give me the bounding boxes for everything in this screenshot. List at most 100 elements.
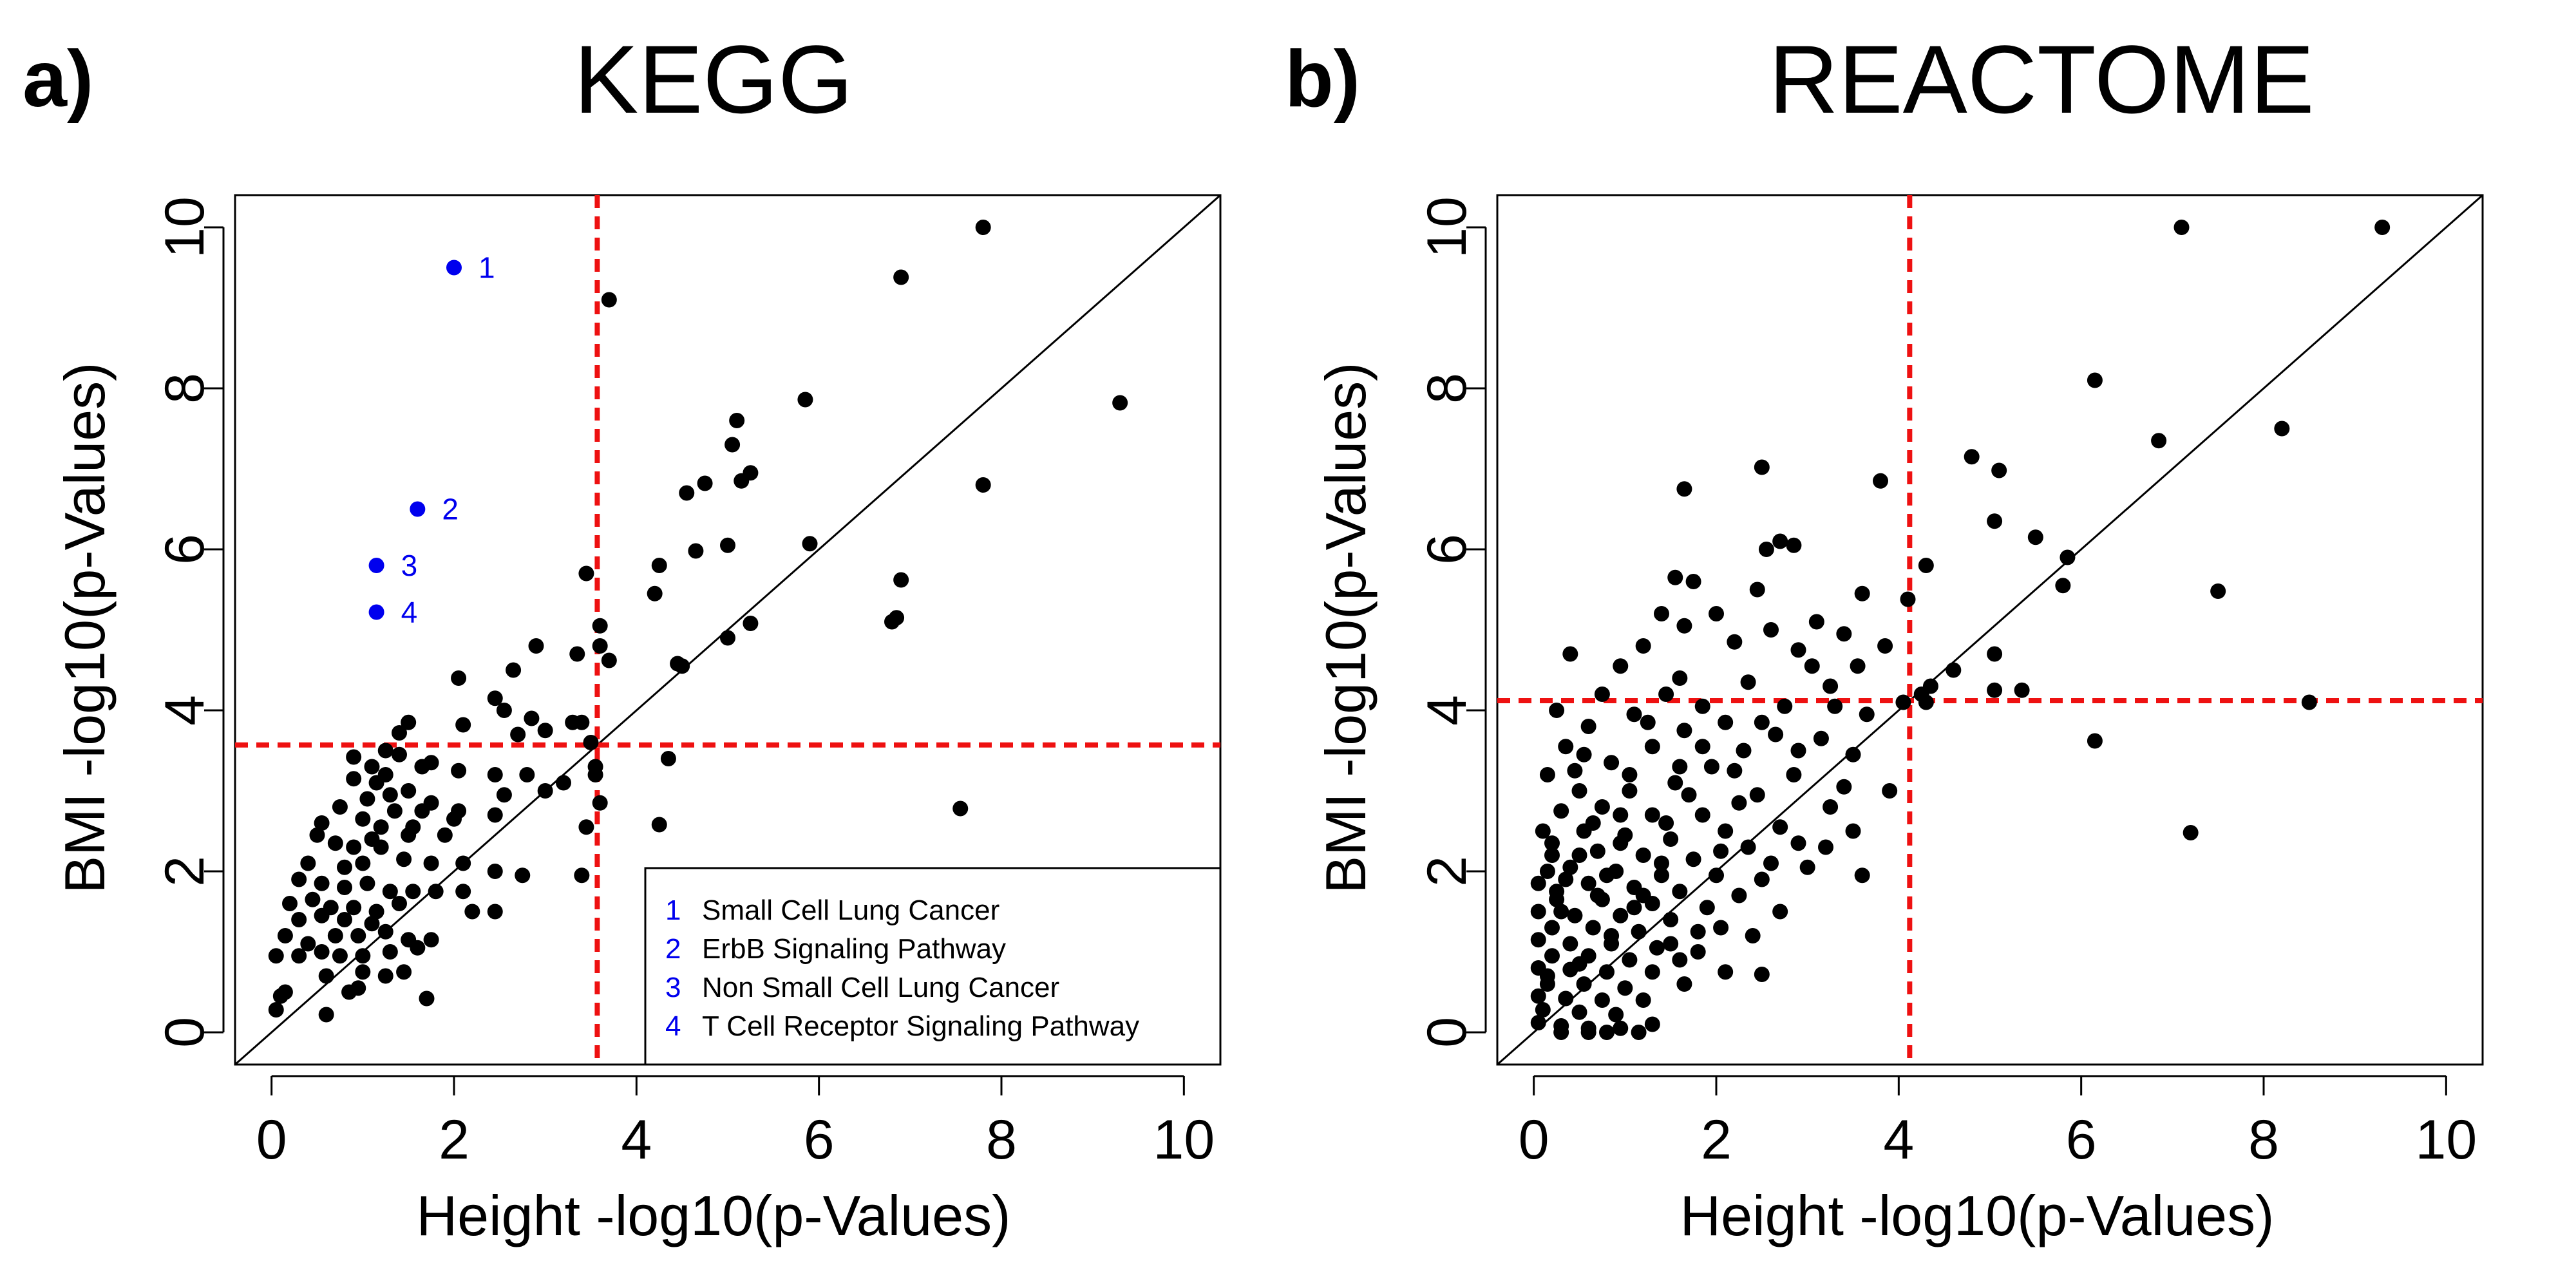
data-point [455,717,471,733]
data-point [451,670,467,686]
panel-letter: a) [23,35,93,124]
data-point [1571,848,1587,863]
data-point [556,775,571,791]
data-point [2055,578,2071,594]
data-point [1622,952,1638,968]
data-point [697,475,713,491]
x-tick-label: 0 [1519,1109,1549,1171]
data-point [1854,585,1870,601]
data-point [587,767,603,782]
data-point [1873,473,1888,489]
data-point [414,803,430,819]
data-point [487,690,503,706]
data-point [1676,618,1692,634]
data-point [1571,783,1587,799]
data-point [578,819,594,835]
data-point [578,565,594,582]
data-point [1654,867,1669,884]
data-point [1530,932,1546,948]
data-point [724,437,741,453]
data-point [268,1002,284,1018]
data-point [1736,743,1752,759]
data-point [1845,746,1861,762]
data-point [1964,449,1980,465]
data-point [314,907,330,923]
data-point [1576,746,1592,762]
data-point [1786,537,1802,553]
data-point [1585,815,1601,831]
data-point [1635,887,1651,904]
data-point [528,638,544,654]
data-point [1709,867,1724,884]
data-point [574,867,590,884]
data-point [1631,923,1647,940]
data-point [1594,992,1610,1008]
data-point [1676,976,1692,992]
data-point [1823,678,1839,694]
data-point [1654,855,1669,871]
data-point [368,904,384,920]
data-point [1580,719,1596,734]
data-point [341,984,357,1000]
data-point [519,767,535,782]
highlighted-point [368,558,384,573]
data-point [1663,936,1679,952]
data-point [359,875,375,891]
data-point [1694,739,1710,755]
data-point [1991,462,2007,478]
data-point [396,964,412,980]
data-point [455,884,471,900]
data-point [382,944,398,960]
data-point [1694,807,1710,823]
data-point [277,928,293,943]
y-tick-label: 4 [154,695,216,726]
data-point [487,864,503,879]
highlighted-point-label: 3 [401,549,418,582]
y-tick-label: 0 [154,1017,216,1048]
data-point [1763,855,1779,871]
data-point [1567,907,1583,923]
data-point [2087,733,2103,749]
data-point [401,714,417,730]
data-point [377,968,393,984]
data-point [1667,569,1683,585]
data-point [318,1007,334,1023]
y-tick-label: 0 [1416,1017,1478,1048]
data-point [720,630,735,646]
diagonal-line [234,194,1221,1066]
data-point [1640,714,1656,730]
x-tick-label: 4 [621,1109,652,1171]
data-point [346,900,362,916]
highlighted-point-label: 1 [478,251,495,285]
x-tick-label: 8 [2248,1109,2279,1171]
x-axis-label: Height -log10(p-Values) [417,1184,1011,1247]
highlighted-point-label: 2 [442,493,459,526]
legend-entry-text: ErbB Signaling Pathway [702,933,1006,965]
data-point [1681,787,1697,803]
y-tick-label: 2 [1416,856,1478,887]
data-point [2174,220,2190,235]
data-point [327,835,343,851]
data-point [674,658,690,674]
data-point [1740,674,1756,690]
data-point [1644,1016,1660,1032]
data-point [423,855,439,871]
data-point [2060,549,2076,565]
data-point [346,771,362,787]
data-point [386,803,402,819]
x-axis-label: Height -log10(p-Values) [1680,1184,2275,1247]
data-point [1772,533,1788,549]
data-point [1836,779,1852,795]
data-point [1112,395,1128,411]
data-point [1613,907,1629,923]
data-point [314,815,330,831]
data-point [1599,867,1615,884]
data-point [1808,614,1824,630]
data-point [1539,968,1555,984]
data-point [1987,682,2003,698]
data-point [1823,799,1839,815]
legend-entry-text: T Cell Receptor Signaling Pathway [702,1010,1139,1042]
data-point [1699,900,1715,916]
data-point [377,923,393,940]
data-point [1571,956,1587,972]
